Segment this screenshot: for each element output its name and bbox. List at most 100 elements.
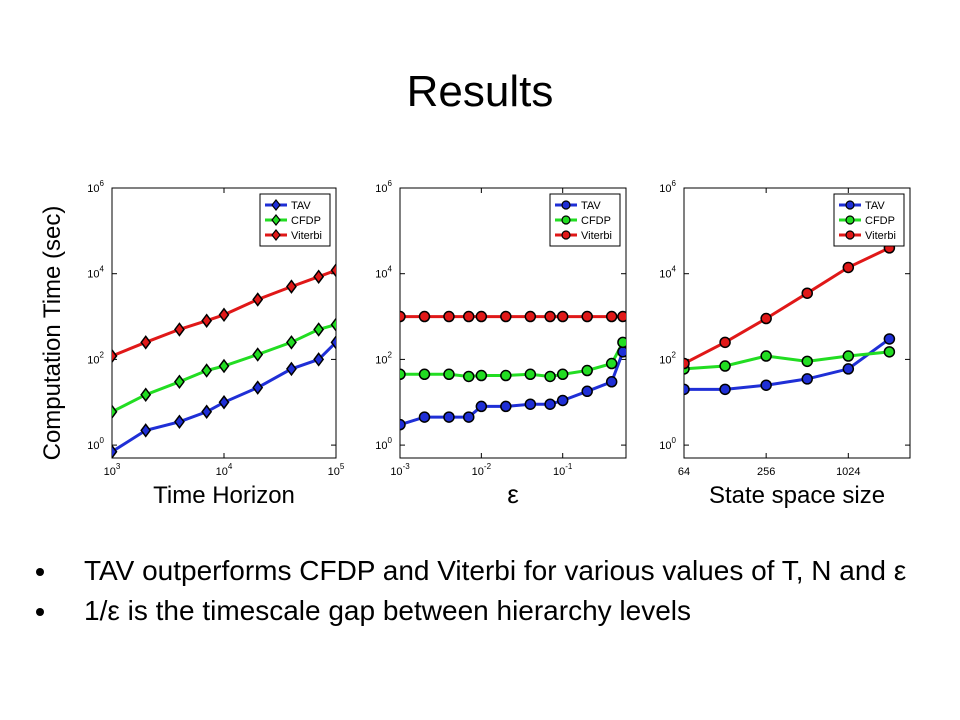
series-group	[112, 263, 336, 458]
legend: TAV CFDP Viterbi	[259, 193, 331, 247]
data-point-tav	[684, 383, 690, 396]
data-point-viterbi	[581, 310, 593, 323]
legend-marker	[845, 215, 855, 225]
data-point-cfdp	[112, 404, 118, 420]
data-point-cfdp	[201, 363, 213, 378]
data-point-tav	[400, 418, 406, 431]
series-line-viterbi	[684, 246, 891, 365]
legend-marker	[561, 230, 571, 240]
x-tick-label: 10-2	[472, 462, 492, 478]
legend-label: TAV	[581, 200, 601, 212]
data-point-viterbi	[462, 310, 475, 323]
data-point-tav	[173, 414, 185, 430]
bullet-dot-icon	[36, 568, 44, 576]
data-point-viterbi	[330, 263, 336, 278]
data-point-viterbi	[760, 312, 772, 325]
x-tick-label: 105	[328, 462, 345, 478]
results-figure: 100 102 104 106 103 104 105 Time Horizon Computa…	[40, 158, 920, 510]
data-point-viterbi	[556, 310, 569, 323]
data-point-tav	[760, 379, 772, 391]
data-point-tav	[475, 400, 488, 413]
data-point-cfdp	[581, 364, 593, 377]
data-point-tav	[252, 380, 264, 395]
data-point-cfdp	[719, 360, 731, 372]
y-tick-label: 106	[375, 179, 392, 195]
charts-svg: 100 102 104 106 103 104 105 Time Horizon Computa…	[40, 179, 911, 509]
data-point-viterbi	[500, 310, 512, 323]
data-point-viterbi	[684, 357, 690, 370]
data-point-tav	[524, 398, 537, 410]
y-tick-label: 106	[659, 179, 676, 195]
legend-label: Viterbi	[581, 230, 612, 242]
legend-marker	[271, 229, 281, 241]
data-point-viterbi	[285, 279, 297, 294]
data-point-tav	[500, 400, 512, 413]
y-tick-label: 100	[375, 436, 392, 452]
data-point-viterbi	[418, 310, 431, 323]
legend-marker	[845, 200, 855, 210]
legend-marker	[561, 200, 571, 210]
data-point-cfdp	[524, 368, 537, 381]
legend: TAV CFDP Viterbi	[833, 193, 905, 247]
data-point-viterbi	[475, 310, 488, 323]
data-point-cfdp	[883, 346, 896, 358]
data-point-tav	[801, 373, 813, 385]
data-point-cfdp	[285, 335, 297, 350]
data-point-viterbi	[218, 307, 230, 323]
bullet-dot-icon	[36, 608, 44, 616]
data-point-cfdp	[544, 370, 556, 383]
data-point-cfdp	[252, 347, 264, 362]
data-point-tav	[605, 376, 618, 388]
data-point-cfdp	[500, 369, 512, 382]
x-tick-label: 256	[757, 466, 775, 478]
x-axis-label: Time Horizon	[153, 482, 295, 509]
x-axis-label: State space size	[709, 482, 885, 509]
data-point-cfdp	[140, 387, 152, 402]
data-point-tav	[443, 411, 455, 423]
y-tick-label: 100	[87, 436, 104, 452]
y-tick-label: 102	[87, 350, 104, 366]
y-tick-label: 106	[87, 179, 104, 195]
chart-panel-2: 100 102 104 106 10-3 10-2 10-1 ε TAV CFDP Viterbi	[375, 179, 627, 509]
slide-title: Results	[406, 67, 554, 116]
x-axis-label: ε	[507, 479, 519, 509]
data-point-viterbi	[140, 335, 152, 350]
data-point-tav	[285, 361, 297, 377]
data-point-cfdp	[842, 350, 855, 362]
data-point-cfdp	[313, 322, 325, 337]
chart-panel-3: 100 102 104 106 64 256 1024 State space size TAV…	[659, 179, 911, 509]
chart-panel-1: 100 102 104 106 103 104 105 Time Horizon Computa…	[40, 179, 345, 509]
data-point-tav	[112, 444, 118, 458]
data-point-tav	[462, 411, 475, 423]
series-group	[684, 242, 896, 396]
data-point-tav	[218, 395, 230, 410]
data-point-viterbi	[252, 292, 264, 307]
data-point-cfdp	[605, 357, 618, 370]
data-point-tav	[581, 385, 593, 398]
data-point-tav	[418, 411, 431, 423]
x-tick-label: 64	[678, 466, 690, 478]
x-tick-label: 103	[104, 462, 121, 478]
legend-label: Viterbi	[865, 230, 896, 242]
y-tick-label: 102	[375, 350, 392, 366]
legend-label: Viterbi	[291, 230, 322, 242]
data-point-viterbi	[400, 310, 406, 323]
data-point-tav	[201, 404, 213, 420]
data-point-viterbi	[524, 310, 537, 323]
data-point-tav	[883, 333, 896, 345]
series-group	[400, 310, 626, 431]
data-point-tav	[544, 398, 556, 410]
legend-marker	[845, 230, 855, 240]
data-point-cfdp	[462, 370, 475, 383]
data-point-cfdp	[801, 355, 813, 368]
data-point-cfdp	[556, 368, 569, 381]
x-tick-label: 104	[216, 462, 233, 478]
data-point-cfdp	[760, 350, 772, 362]
legend-label: TAV	[291, 200, 311, 212]
data-point-viterbi	[112, 348, 118, 364]
data-point-viterbi	[605, 310, 618, 323]
bullet-list: TAV outperforms CFDP and Viterbi for var…	[36, 553, 946, 633]
series-line-cfdp	[684, 350, 890, 371]
legend-label: TAV	[865, 200, 885, 212]
data-point-viterbi	[842, 261, 855, 274]
